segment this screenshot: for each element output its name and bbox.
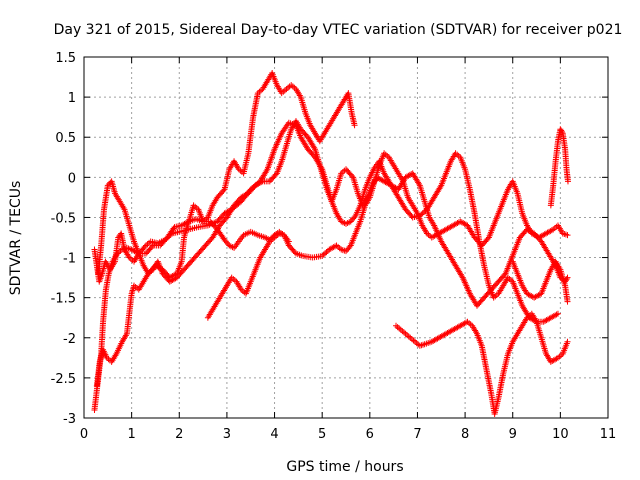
data-point (289, 83, 296, 90)
y-tick-label: 1.5 (55, 51, 76, 66)
data-point (400, 329, 407, 336)
axis-ticks: 0 1 2 3 4 5 6 7 8 9 10 11 1.5 1 0.5 0 -0.5 -1 -1.5 -2 -2.5 -3 (51, 51, 617, 442)
data-point (564, 274, 571, 281)
data-point (141, 243, 148, 250)
data-point (106, 181, 113, 188)
data-point (402, 330, 409, 337)
data-point (564, 338, 571, 345)
data-point (466, 320, 473, 327)
data-point (104, 182, 111, 189)
x-tick-label: 2 (175, 427, 183, 442)
data-point (554, 310, 561, 317)
x-tick-label: 1 (127, 427, 135, 442)
data-point (463, 319, 470, 326)
data-point (405, 333, 412, 340)
y-tick-label: -1 (63, 252, 76, 267)
y-tick-label: 1 (68, 91, 76, 106)
data-point (564, 178, 571, 185)
data-point (319, 252, 326, 259)
x-axis-label: GPS time / hours (286, 459, 403, 475)
series-track-g (547, 126, 571, 209)
data-point (420, 341, 427, 348)
data-point (285, 84, 292, 91)
x-tick-label: 11 (600, 427, 617, 442)
data-point (501, 271, 508, 278)
data-point (351, 214, 358, 221)
data-point (408, 213, 415, 220)
data-point (399, 328, 406, 335)
data-point (558, 128, 565, 135)
data-point (346, 243, 353, 250)
data-point (408, 336, 415, 343)
x-tick-label: 0 (80, 427, 88, 442)
x-tick-label: 7 (413, 427, 421, 442)
x-tick-label: 6 (366, 427, 374, 442)
data-point (285, 238, 292, 245)
x-tick-label: 5 (318, 427, 326, 442)
data-point (272, 171, 279, 178)
series-track-d (91, 118, 571, 309)
data-point (548, 227, 555, 234)
y-tick-label: -3 (63, 412, 76, 427)
data-point (407, 334, 414, 341)
data-point (281, 87, 288, 94)
data-point (335, 243, 342, 250)
y-tick-label: -1.5 (51, 292, 76, 307)
data-point (410, 337, 417, 344)
series-track-f (393, 310, 571, 417)
data-point (419, 210, 426, 217)
data-point (564, 298, 571, 305)
y-tick-label: -0.5 (51, 211, 76, 226)
series-track-e (204, 230, 292, 321)
data-point (553, 355, 560, 362)
data-point (184, 219, 191, 226)
y-tick-label: 0.5 (55, 131, 76, 146)
data-point (396, 325, 403, 332)
y-tick-label: -2 (63, 332, 76, 347)
data-point (323, 249, 330, 256)
data-point (288, 82, 295, 89)
data-point (220, 187, 227, 194)
data-point (148, 243, 155, 250)
data-point (332, 243, 339, 250)
data-point (322, 250, 329, 257)
data-point (404, 332, 411, 339)
data-point (397, 326, 404, 333)
data-point (283, 86, 290, 93)
data-point (258, 179, 265, 186)
data-point (320, 251, 327, 258)
series-track-b (93, 70, 358, 389)
x-tick-label: 10 (552, 427, 569, 442)
x-tick-label: 8 (461, 427, 469, 442)
series-track-c (95, 150, 571, 277)
x-tick-label: 3 (223, 427, 231, 442)
plot-frame (83, 56, 609, 419)
y-axis-label: SDTVAR / TECUs (8, 181, 24, 296)
data-point (146, 239, 153, 246)
series-track-h (509, 258, 571, 305)
data-point (564, 232, 571, 239)
data-point (348, 172, 355, 179)
y-tick-label: 0 (68, 171, 76, 186)
data-points (91, 70, 571, 417)
data-point (562, 231, 569, 238)
x-tick-label: 4 (270, 427, 278, 442)
chart-title: Day 321 of 2015, Sidereal Day-to-day VTE… (54, 22, 623, 38)
grid-lines (84, 57, 608, 418)
data-point (394, 324, 401, 331)
data-point (553, 311, 560, 318)
data-point (351, 122, 358, 129)
x-tick-label: 9 (509, 427, 517, 442)
y-tick-label: -2.5 (51, 372, 76, 387)
data-point (393, 322, 400, 329)
data-point (484, 235, 491, 242)
